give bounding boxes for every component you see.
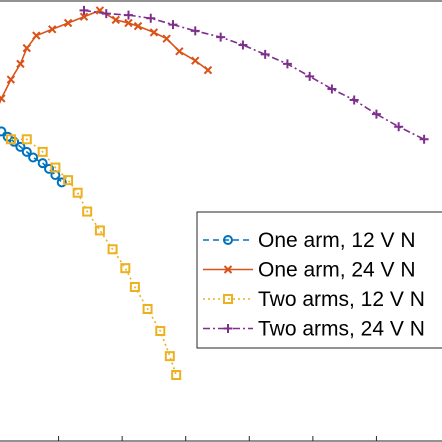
legend-label: One arm, 24 V N bbox=[258, 259, 416, 282]
data-point bbox=[63, 18, 73, 28]
data-point bbox=[129, 282, 140, 292]
data-point bbox=[56, 177, 67, 188]
data-point bbox=[419, 134, 429, 144]
data-point bbox=[155, 326, 166, 336]
data-point bbox=[203, 65, 213, 75]
legend-marker-sample bbox=[223, 265, 233, 274]
data-point bbox=[94, 225, 105, 236]
data-point bbox=[191, 56, 200, 65]
data-point bbox=[171, 370, 182, 380]
data-point bbox=[22, 43, 31, 53]
data-point bbox=[175, 47, 184, 56]
data-point bbox=[72, 187, 83, 198]
legend-marker-sample bbox=[223, 324, 233, 333]
legend-marker-sample bbox=[223, 294, 233, 304]
legend: One arm, 12 V N One arm, 24 V N Two arms, … bbox=[196, 211, 442, 349]
data-point bbox=[327, 84, 337, 94]
data-point bbox=[190, 26, 200, 36]
legend-label: Two arms, 24 V N bbox=[258, 318, 425, 341]
data-point bbox=[349, 95, 359, 105]
data-point bbox=[146, 13, 156, 23]
data-point bbox=[107, 244, 118, 255]
legend-entry: Two arms, 12 V N bbox=[203, 288, 425, 311]
series-2 bbox=[0, 6, 213, 104]
data-point bbox=[0, 126, 7, 137]
data-point bbox=[0, 94, 6, 103]
data-point bbox=[124, 10, 133, 20]
data-point bbox=[21, 134, 32, 145]
series-4 bbox=[79, 5, 429, 144]
data-point bbox=[260, 49, 270, 59]
data-point bbox=[111, 15, 120, 25]
series-1 bbox=[0, 126, 67, 188]
data-point bbox=[120, 263, 131, 274]
data-point bbox=[21, 146, 32, 157]
axis-ticks bbox=[58, 436, 377, 441]
legend-entry: One arm, 24 V N bbox=[203, 259, 416, 282]
data-point bbox=[16, 59, 25, 69]
data-point bbox=[15, 141, 26, 152]
data-point bbox=[149, 28, 159, 37]
series-line bbox=[10, 138, 177, 376]
legend-entry: Two arms, 24 V N bbox=[203, 318, 425, 341]
data-point bbox=[238, 40, 248, 50]
data-point bbox=[168, 20, 178, 30]
data-point bbox=[162, 34, 171, 43]
legend-label: One arm, 12 V N bbox=[258, 229, 416, 252]
data-point bbox=[305, 71, 315, 81]
data-point bbox=[37, 158, 48, 169]
data-point bbox=[79, 12, 89, 21]
data-point bbox=[133, 21, 143, 31]
data-point bbox=[371, 109, 381, 119]
data-point bbox=[82, 206, 93, 217]
data-point bbox=[124, 18, 133, 28]
data-point bbox=[282, 59, 292, 69]
data-point bbox=[32, 31, 41, 40]
series-3 bbox=[5, 134, 182, 380]
series-line bbox=[83, 9, 425, 141]
legend-entries: One arm, 12 V N One arm, 24 V N Two arms, … bbox=[203, 229, 425, 341]
data-point bbox=[142, 304, 153, 314]
data-point bbox=[63, 175, 74, 186]
data-point bbox=[48, 25, 57, 34]
data-point bbox=[164, 351, 175, 362]
legend-label: Two arms, 12 V N bbox=[258, 288, 425, 311]
data-point bbox=[50, 162, 61, 173]
data-point bbox=[216, 32, 226, 42]
data-point bbox=[44, 163, 55, 174]
legend-box bbox=[196, 211, 442, 349]
legend-entry: One arm, 12 V N bbox=[203, 229, 416, 252]
data-point bbox=[79, 5, 89, 15]
series-layer bbox=[0, 5, 429, 380]
data-point bbox=[101, 9, 111, 19]
data-point bbox=[5, 134, 16, 145]
legend-marker-sample bbox=[223, 235, 233, 245]
data-point bbox=[28, 152, 39, 163]
data-point bbox=[37, 146, 48, 157]
data-point bbox=[6, 75, 16, 84]
data-point bbox=[394, 122, 404, 132]
